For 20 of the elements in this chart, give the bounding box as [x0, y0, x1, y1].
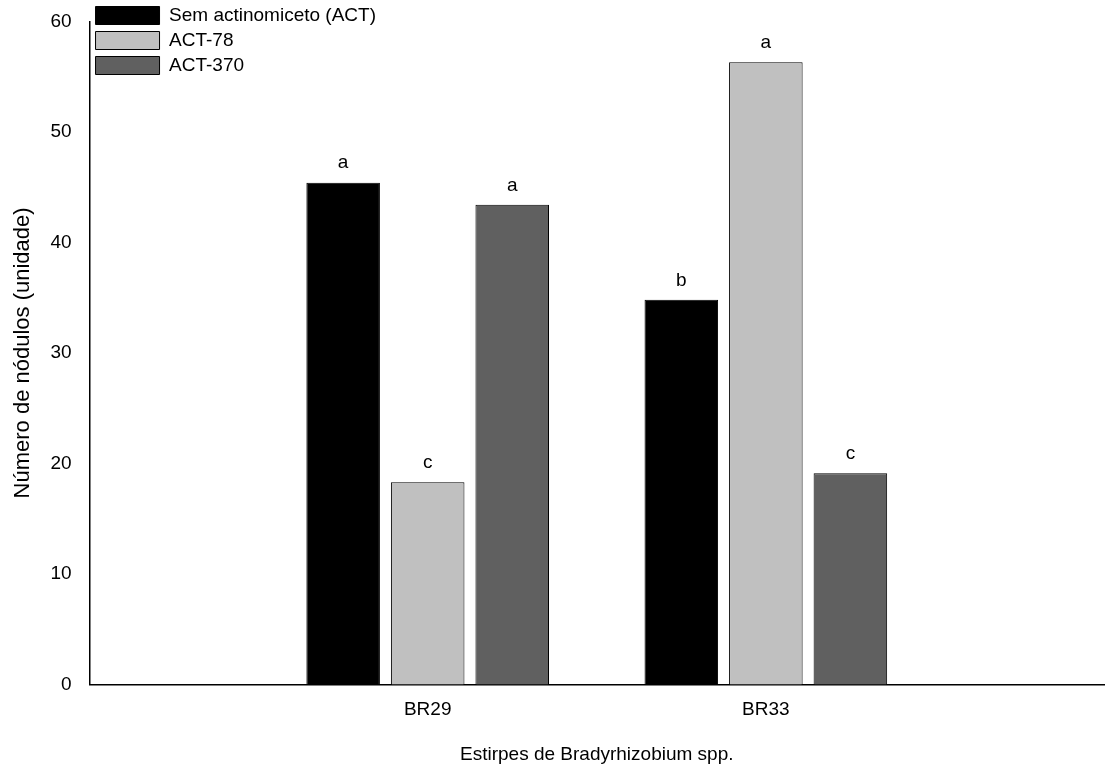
x-tick-label: BR29 — [403, 698, 452, 720]
x-axis-title: Estirpes de Bradyrhizobium spp. — [460, 742, 734, 764]
data-label: a — [760, 31, 772, 53]
y-tick-label: 10 — [50, 562, 72, 584]
data-label: c — [422, 450, 433, 472]
y-tick-label: 50 — [50, 120, 72, 142]
y-tick-label: 40 — [50, 230, 72, 252]
y-tick-label: 60 — [50, 9, 72, 31]
y-axis-title: Número de nódulos (unidade) — [9, 207, 35, 499]
x-tick-label: BR33 — [742, 698, 790, 720]
y-tick-label: 20 — [50, 451, 72, 473]
legend-label: ACT-78 — [169, 28, 234, 50]
legend-label: Sem actinomiceto (ACT) — [169, 3, 376, 25]
data-label: a — [506, 173, 518, 195]
legend-label: ACT-370 — [169, 53, 245, 75]
data-label: a — [337, 151, 349, 173]
data-label: c — [845, 442, 856, 464]
data-label: b — [676, 268, 687, 290]
y-tick-label: 30 — [50, 341, 72, 363]
y-tick-label: 0 — [60, 672, 72, 694]
